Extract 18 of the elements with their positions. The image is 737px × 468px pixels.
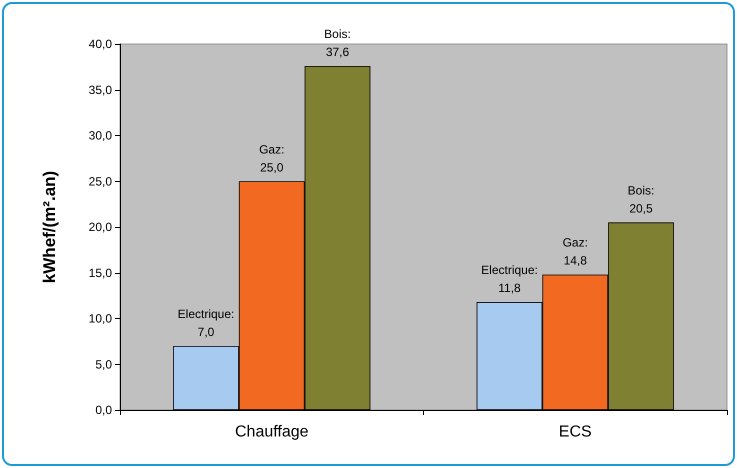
- data-label: Electrique: 11,8: [481, 263, 538, 296]
- data-label: Bois: 37,6: [324, 26, 351, 59]
- data-label: Electrique: 7,0: [178, 306, 234, 339]
- x-tick-label: ECS: [558, 424, 592, 440]
- y-tick-label: 0,0: [95, 403, 112, 417]
- y-tick-label: 25,0: [88, 174, 112, 188]
- y-tick-label: 40,0: [88, 37, 112, 51]
- data-label: Bois: 20,5: [628, 183, 654, 216]
- data-label: Gaz: 25,0: [259, 142, 284, 174]
- y-tick-label: 20,0: [88, 220, 112, 234]
- y-tick-label: 15,0: [88, 266, 112, 280]
- y-axis-title: kWhef/(m².an): [40, 170, 59, 284]
- y-tick-label: 5,0: [95, 357, 112, 372]
- data-label: Gaz: 14,8: [562, 236, 588, 268]
- x-tick-label: Chauffage: [234, 424, 309, 440]
- y-tick-label: 35,0: [88, 82, 112, 97]
- y-tick-label: 30,0: [88, 128, 112, 142]
- y-tick-label: 10,0: [88, 312, 112, 326]
